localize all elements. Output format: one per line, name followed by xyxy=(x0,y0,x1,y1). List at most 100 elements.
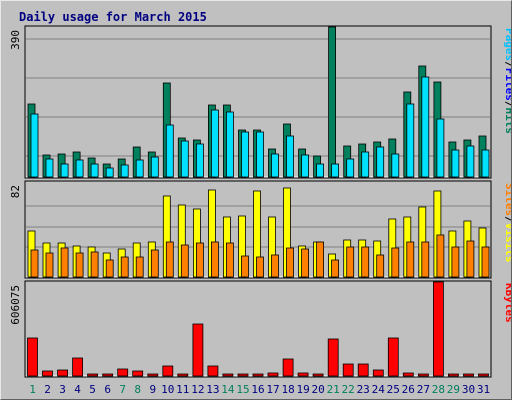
day-label: 15 xyxy=(236,383,249,396)
y-max-label: 390 xyxy=(9,30,22,50)
bar-kbytes xyxy=(267,372,279,377)
day-label: 24 xyxy=(372,383,386,396)
bar-kbytes xyxy=(237,373,249,377)
bar-sites xyxy=(90,251,99,278)
bar-kbytes xyxy=(147,373,159,377)
day-label: 7 xyxy=(119,383,126,396)
bar-files xyxy=(165,124,174,178)
day-label: 19 xyxy=(296,383,309,396)
bar-files xyxy=(406,103,415,178)
legend-entry: Hits xyxy=(503,108,511,135)
legend-entry: Files xyxy=(503,68,511,101)
bar-kbytes xyxy=(27,337,38,377)
bar-files xyxy=(105,167,114,178)
bar-sites xyxy=(241,255,249,278)
bar-files xyxy=(346,158,355,178)
day-label: 30 xyxy=(462,383,475,396)
chart-panels: 390Pages/Files/Hits82Sites/Visits606075K… xyxy=(9,25,511,378)
bar-sites xyxy=(180,244,189,278)
bar-sites xyxy=(30,249,39,278)
bar-kbytes xyxy=(432,281,444,377)
bar-kbytes xyxy=(57,369,68,377)
bar-sites xyxy=(60,247,69,278)
legend: Sites/Visits xyxy=(503,183,511,263)
bar-sites xyxy=(361,246,370,278)
day-label: 14 xyxy=(221,383,235,396)
bar-kbytes xyxy=(463,373,474,377)
bar-sites xyxy=(301,248,310,278)
day-label: 6 xyxy=(104,383,111,396)
bar-files xyxy=(256,131,264,178)
day-label: 1 xyxy=(29,383,36,396)
day-label: 27 xyxy=(417,383,430,396)
day-label: 10 xyxy=(161,383,174,396)
bar-kbytes xyxy=(327,338,339,377)
bar-files xyxy=(135,159,144,178)
bar-files xyxy=(286,135,294,178)
bar-sites xyxy=(135,256,144,278)
bar-kbytes xyxy=(342,363,354,377)
bar-sites xyxy=(376,254,385,278)
bar-files xyxy=(451,149,460,178)
legend-entry: / xyxy=(503,101,511,108)
bar-files xyxy=(376,146,385,178)
day-label: 4 xyxy=(74,383,81,396)
bar-kbytes xyxy=(357,363,369,377)
legend-entry: Sites xyxy=(503,183,511,216)
day-label: 29 xyxy=(447,383,460,396)
bar-sites xyxy=(105,259,114,278)
bar-kbytes xyxy=(102,373,114,377)
day-label: 20 xyxy=(311,383,324,396)
legend-entry: Pages xyxy=(503,28,511,61)
day-label: 13 xyxy=(206,383,219,396)
bar-kbytes xyxy=(402,372,414,377)
bar-kbytes xyxy=(222,373,234,377)
bar-kbytes xyxy=(72,357,83,377)
bar-files xyxy=(45,158,54,178)
bar-sites xyxy=(451,246,460,278)
day-label: 26 xyxy=(402,383,415,396)
day-label: 11 xyxy=(176,383,189,396)
day-label: 25 xyxy=(387,383,400,396)
bar-kbytes xyxy=(297,372,309,377)
bar-files xyxy=(241,131,249,178)
bar-kbytes xyxy=(447,373,459,377)
bar-sites xyxy=(481,246,490,278)
bar-sites xyxy=(331,259,340,278)
day-label: 8 xyxy=(134,383,141,396)
bar-sites xyxy=(195,242,204,278)
bar-kbytes xyxy=(177,373,189,377)
bar-files xyxy=(331,163,340,178)
bar-sites xyxy=(346,246,355,278)
bar-kbytes xyxy=(372,369,384,377)
day-label: 21 xyxy=(327,383,340,396)
day-label: 23 xyxy=(357,383,370,396)
bar-sites xyxy=(391,247,400,278)
bar-files xyxy=(180,140,189,178)
bar-kbytes xyxy=(162,365,174,377)
bar-hits xyxy=(328,26,337,178)
bar-sites xyxy=(406,241,415,278)
chart-title: Daily usage for March 2015 xyxy=(19,10,207,24)
bar-files xyxy=(421,76,430,178)
bar-kbytes xyxy=(312,373,324,377)
bar-sites xyxy=(256,256,264,278)
bar-files xyxy=(210,109,219,178)
bar-sites xyxy=(225,242,234,278)
bar-sites xyxy=(316,241,325,278)
bar-kbytes xyxy=(117,368,129,377)
panel-frame xyxy=(24,280,492,378)
y-max-label: 606075 xyxy=(9,285,22,325)
bar-sites xyxy=(120,256,129,278)
day-label: 12 xyxy=(191,383,204,396)
panel-kbytes: 606075 KBytes xyxy=(9,280,511,378)
day-label: 31 xyxy=(477,383,490,396)
bar-files xyxy=(316,163,325,178)
legend-entry: / xyxy=(503,61,511,68)
day-label: 28 xyxy=(432,383,445,396)
bar-kbytes xyxy=(282,358,294,377)
bar-files xyxy=(30,113,39,178)
bar-sites xyxy=(466,240,475,278)
